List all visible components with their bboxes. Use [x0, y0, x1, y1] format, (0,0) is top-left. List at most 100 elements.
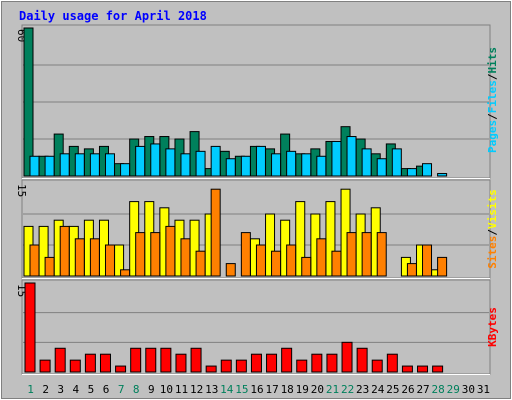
bar-files-5 [89, 153, 100, 177]
bar-sites-27 [422, 244, 433, 277]
bar-kbytes-1 [24, 282, 36, 373]
bar-sites-11 [180, 238, 191, 277]
bar-sites-24 [376, 232, 387, 277]
bar-kbytes-26 [401, 365, 413, 373]
x-tick-label: 13 [205, 383, 218, 396]
bar-sites-6 [104, 244, 115, 277]
bar-files-12 [195, 150, 206, 177]
bar-sites-20 [316, 238, 327, 277]
x-tick-label: 4 [73, 383, 80, 396]
x-tick-label: 8 [133, 383, 140, 396]
legend-files: Files [486, 80, 499, 113]
bar-sites-7 [120, 269, 131, 277]
bar-kbytes-10 [160, 347, 172, 373]
bar-kbytes-23 [356, 347, 368, 373]
bar-files-2 [44, 155, 55, 177]
bar-hits-1 [23, 27, 34, 177]
bar-sites-2 [44, 256, 55, 277]
bar-sites-3 [59, 225, 70, 277]
bar-files-8 [135, 145, 146, 177]
bar-sites-23 [361, 232, 372, 277]
bar-sites-21 [331, 250, 342, 277]
bar-files-10 [165, 148, 176, 177]
bar-files-3 [59, 153, 70, 177]
bar-kbytes-12 [190, 347, 202, 373]
bar-files-14 [225, 158, 236, 177]
bar-files-21 [331, 140, 342, 177]
x-tick-label: 10 [160, 383, 173, 396]
bar-kbytes-5 [84, 353, 96, 373]
bar-files-13 [210, 145, 221, 177]
x-tick-label: 7 [118, 383, 125, 396]
x-tick-label: 9 [148, 383, 155, 396]
bar-kbytes-18 [281, 347, 293, 373]
bar-files-20 [316, 155, 327, 177]
x-tick-label: 28 [432, 383, 445, 396]
bar-kbytes-13 [205, 365, 217, 373]
x-tick-label: 23 [356, 383, 369, 396]
bar-files-19 [301, 153, 312, 177]
x-tick-label: 16 [250, 383, 263, 396]
panel-2-ymax-label: 15 [15, 184, 28, 197]
bar-sites-28 [437, 256, 448, 277]
chart-title: Daily usage for April 2018 [19, 9, 207, 23]
bar-kbytes-28 [432, 365, 444, 373]
bar-sites-14 [225, 263, 236, 277]
bar-files-6 [104, 153, 115, 177]
bar-sites-1 [29, 244, 40, 277]
bar-sites-5 [89, 238, 100, 277]
x-tick-label: 17 [265, 383, 278, 396]
bar-sites-15 [240, 232, 251, 277]
x-tick-label: 29 [447, 383, 460, 396]
bar-sites-18 [286, 244, 297, 277]
x-tick-label: 18 [281, 383, 294, 396]
bar-sites-17 [271, 250, 282, 277]
bar-kbytes-17 [266, 353, 278, 373]
bar-kbytes-6 [99, 353, 111, 373]
bar-files-28 [437, 173, 448, 177]
x-tick-label: 14 [220, 383, 234, 396]
bar-sites-19 [301, 256, 312, 277]
bar-sites-8 [135, 232, 146, 277]
bar-kbytes-8 [130, 347, 142, 373]
bar-kbytes-9 [145, 347, 157, 373]
x-tick-label: 20 [311, 383, 324, 396]
legend-kbytes: KBytes [486, 307, 499, 347]
bar-files-7 [120, 163, 131, 177]
bar-files-23 [361, 148, 372, 177]
bar-sites-9 [150, 232, 161, 277]
bar-files-25 [391, 148, 402, 177]
x-tick-label: 1 [27, 383, 34, 396]
legend-pages: Pages [486, 120, 499, 153]
bar-kbytes-27 [417, 365, 429, 373]
bar-sites-4 [74, 238, 85, 277]
bar-visits-19 [295, 201, 306, 277]
x-tick-label: 25 [386, 383, 399, 396]
legend-separator: / [486, 113, 499, 120]
x-tick-label: 21 [326, 383, 339, 396]
bar-kbytes-25 [386, 353, 398, 373]
bar-sites-22 [346, 232, 357, 277]
bar-kbytes-4 [69, 359, 81, 373]
bar-kbytes-19 [296, 359, 308, 373]
bar-kbytes-16 [250, 353, 262, 373]
bar-files-26 [406, 168, 417, 177]
bar-files-16 [255, 145, 266, 177]
legend-sites: Sites [486, 236, 499, 269]
x-tick-label: 27 [416, 383, 429, 396]
bar-kbytes-24 [371, 359, 383, 373]
bar-kbytes-15 [235, 359, 247, 373]
bar-files-4 [74, 153, 85, 177]
x-tick-label: 22 [341, 383, 354, 396]
bar-kbytes-11 [175, 353, 187, 373]
legend-separator: / [486, 229, 499, 236]
bar-kbytes-20 [311, 353, 323, 373]
legend-separator: / [486, 73, 499, 80]
legend-visits: Visits [486, 189, 499, 229]
x-tick-label: 2 [42, 383, 49, 396]
x-tick-label: 5 [88, 383, 95, 396]
x-tick-label: 11 [175, 383, 188, 396]
bar-kbytes-21 [326, 353, 338, 373]
